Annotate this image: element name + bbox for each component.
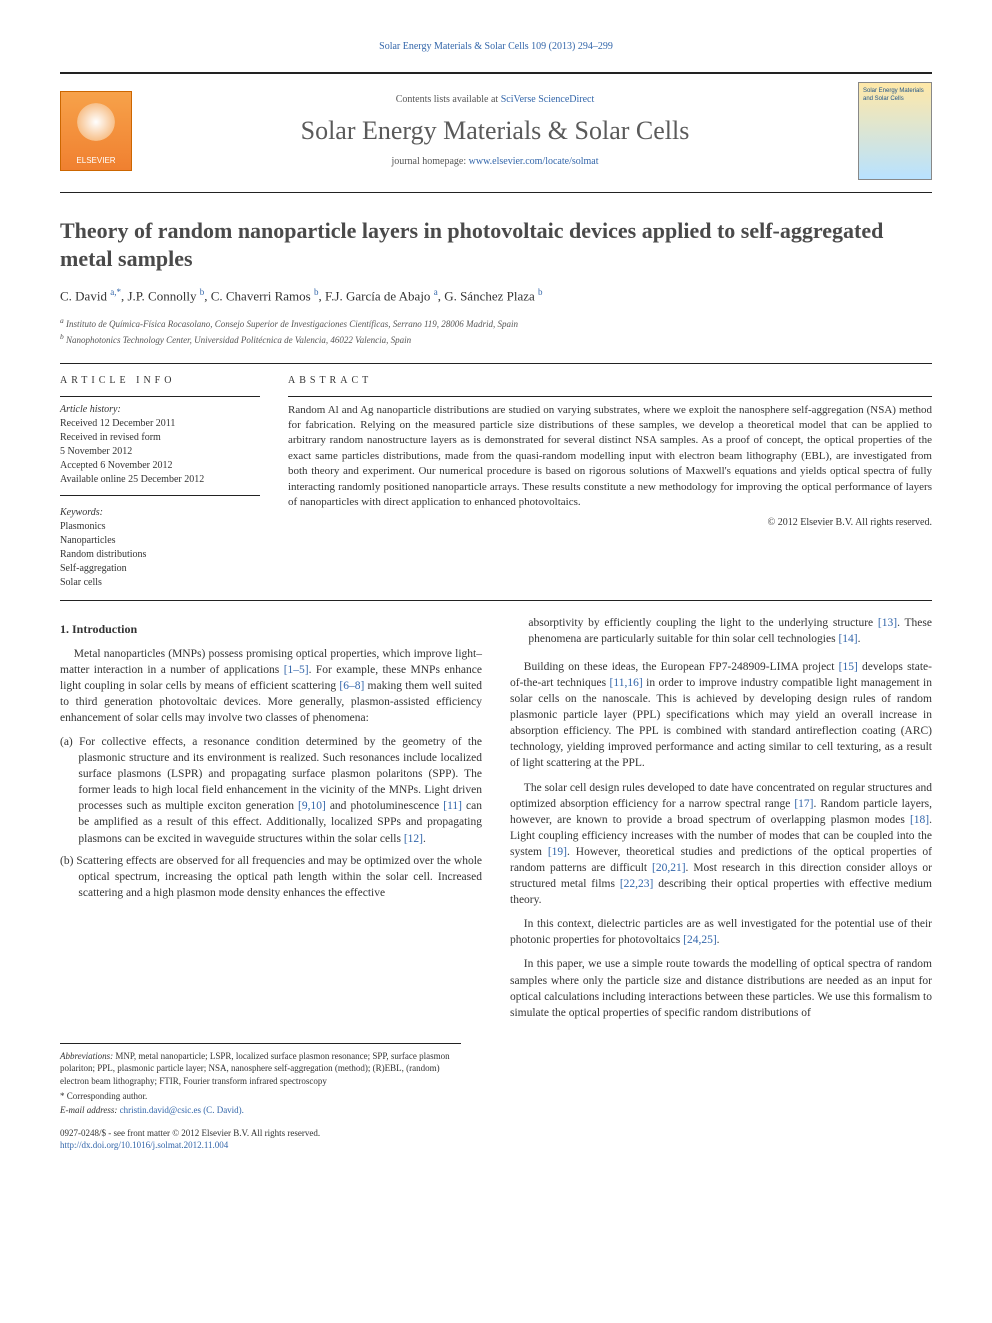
abstract-rule (288, 396, 932, 397)
article-info-column: ARTICLE INFO Article history: Received 1… (60, 374, 260, 590)
email-label: E-mail address: (60, 1105, 117, 1115)
history-item: Received in revised form (60, 431, 260, 445)
divider-rule (60, 363, 932, 364)
keyword-item: Plasmonics (60, 520, 260, 534)
section-heading-intro: 1. Introduction (60, 621, 482, 638)
ref-link[interactable]: [6–8] (339, 680, 364, 692)
ref-link[interactable]: [1–5] (284, 664, 309, 676)
ref-link[interactable]: [22,23] (620, 878, 654, 890)
journal-name: Solar Energy Materials & Solar Cells (144, 113, 846, 149)
body-paragraph: Building on these ideas, the European FP… (510, 659, 932, 772)
ref-link[interactable]: [20,21] (652, 862, 686, 874)
journal-cover-thumbnail: Solar Energy Materials and Solar Cells (858, 82, 932, 180)
running-head: Solar Energy Materials & Solar Cells 109… (60, 40, 932, 54)
page-container: Solar Energy Materials & Solar Cells 109… (0, 0, 992, 1192)
abbrev-body: MNP, metal nanoparticle; LSPR, localized… (60, 1051, 450, 1086)
masthead-center: Contents lists available at SciVerse Sci… (132, 93, 858, 169)
ref-link[interactable]: [11] (443, 800, 462, 812)
ref-link[interactable]: [12] (404, 833, 423, 845)
cover-caption: Solar Energy Materials and Solar Cells (863, 88, 924, 102)
footer-block: 0927-0248/$ - see front matter © 2012 El… (60, 1127, 932, 1152)
abstract-body: Random Al and Ag nanoparticle distributi… (288, 403, 932, 511)
ref-link[interactable]: [17] (794, 798, 813, 810)
affiliations: a Instituto de Química-Física Rocasolano… (60, 316, 932, 347)
author-list: C. David a,*, J.P. Connolly b, C. Chaver… (60, 286, 932, 306)
homepage-prefix: journal homepage: (391, 156, 468, 167)
ref-link[interactable]: [24,25] (683, 934, 717, 946)
abstract-copyright: © 2012 Elsevier B.V. All rights reserved… (288, 516, 932, 530)
masthead: ELSEVIER Contents lists available at Sci… (60, 72, 932, 193)
front-matter-line: 0927-0248/$ - see front matter © 2012 El… (60, 1127, 932, 1140)
publisher-logo-text: ELSEVIER (76, 155, 115, 166)
ref-link[interactable]: [13] (878, 617, 897, 629)
body-paragraph: The solar cell design rules developed to… (510, 780, 932, 909)
keyword-item: Solar cells (60, 576, 260, 590)
doi-link[interactable]: http://dx.doi.org/10.1016/j.solmat.2012.… (60, 1140, 228, 1150)
abstract-column: ABSTRACT Random Al and Ag nanoparticle d… (288, 374, 932, 590)
intro-paragraph: Metal nanoparticles (MNPs) possess promi… (60, 646, 482, 726)
info-rule (60, 396, 260, 397)
ref-link[interactable]: [9,10] (298, 800, 326, 812)
contents-available-line: Contents lists available at SciVerse Sci… (144, 93, 846, 107)
list-item-b: (b) Scattering effects are observed for … (60, 853, 482, 901)
history-label: Article history: (60, 403, 260, 417)
footnotes-block: Abbreviations: MNP, metal nanoparticle; … (60, 1043, 461, 1117)
keyword-item: Self-aggregation (60, 562, 260, 576)
ref-link[interactable]: [11,16] (610, 677, 643, 689)
abstract-heading: ABSTRACT (288, 374, 932, 388)
history-item: Accepted 6 November 2012 (60, 459, 260, 473)
keyword-item: Random distributions (60, 548, 260, 562)
ref-link[interactable]: [15] (839, 661, 858, 673)
ref-link[interactable]: [18] (910, 814, 929, 826)
article-info-heading: ARTICLE INFO (60, 374, 260, 388)
ref-link[interactable]: [14] (838, 633, 857, 645)
history-item: Available online 25 December 2012 (60, 473, 260, 487)
ref-link[interactable]: [19] (548, 846, 567, 858)
masthead-row: ELSEVIER Contents lists available at Sci… (60, 82, 932, 180)
history-item: 5 November 2012 (60, 445, 260, 459)
journal-homepage-link[interactable]: www.elsevier.com/locate/solmat (469, 156, 599, 167)
info-abstract-row: ARTICLE INFO Article history: Received 1… (60, 374, 932, 590)
keywords-label: Keywords: (60, 506, 260, 520)
affiliation-a-text: Instituto de Química-Física Rocasolano, … (66, 319, 518, 329)
affiliation-b-text: Nanophotonics Technology Center, Univers… (66, 335, 411, 345)
email-footnote: E-mail address: christin.david@csic.es (… (60, 1104, 461, 1117)
info-rule (60, 495, 260, 496)
body-paragraph: In this context, dielectric particles ar… (510, 916, 932, 948)
affiliation-a: a Instituto de Química-Física Rocasolano… (60, 316, 932, 331)
history-item: Received 12 December 2011 (60, 417, 260, 431)
list-item-a: (a) For collective effects, a resonance … (60, 734, 482, 847)
publisher-logo: ELSEVIER (60, 91, 132, 171)
body-two-column: 1. Introduction Metal nanoparticles (MNP… (60, 615, 932, 1029)
keyword-item: Nanoparticles (60, 534, 260, 548)
abbreviations-footnote: Abbreviations: MNP, metal nanoparticle; … (60, 1050, 461, 1088)
body-paragraph: In this paper, we use a simple route tow… (510, 956, 932, 1020)
article-title: Theory of random nanoparticle layers in … (60, 217, 932, 272)
corresponding-email-link[interactable]: christin.david@csic.es (C. David). (120, 1105, 244, 1115)
sciencedirect-link[interactable]: SciVerse ScienceDirect (501, 94, 595, 105)
divider-rule (60, 600, 932, 601)
journal-homepage-line: journal homepage: www.elsevier.com/locat… (144, 155, 846, 169)
phenomena-list: (a) For collective effects, a resonance … (60, 734, 482, 901)
affiliation-b: b Nanophotonics Technology Center, Unive… (60, 332, 932, 347)
corresponding-author-footnote: * Corresponding author. (60, 1090, 461, 1103)
col2-continuation: absorptivity by efficiently coupling the… (510, 615, 932, 647)
contents-prefix: Contents lists available at (396, 94, 501, 105)
abbrev-label: Abbreviations: (60, 1051, 113, 1061)
